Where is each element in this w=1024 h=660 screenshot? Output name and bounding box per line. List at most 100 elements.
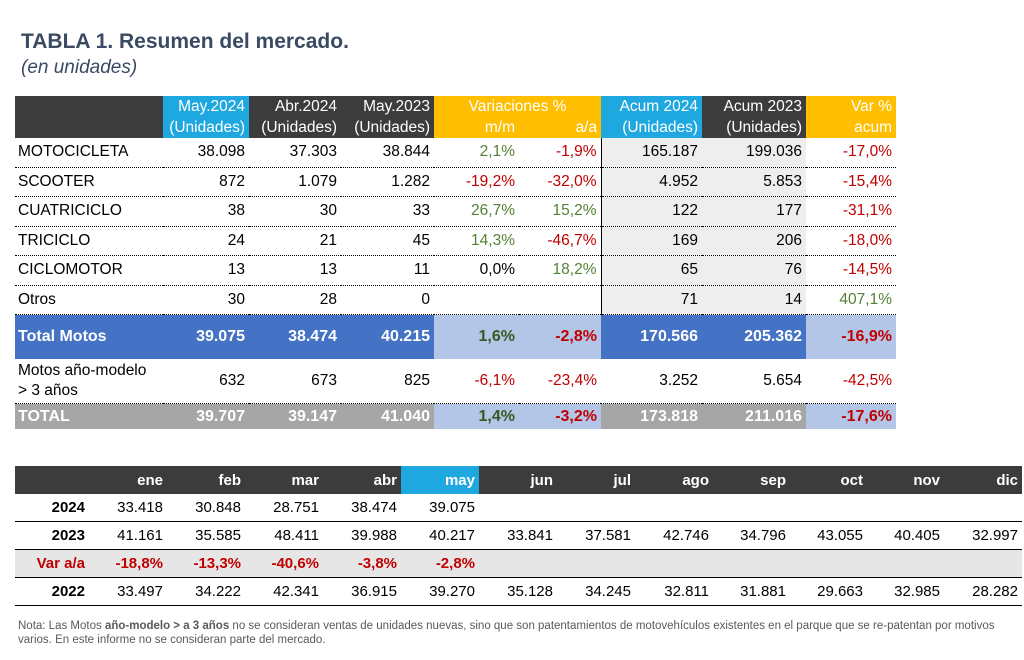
cell-variation: -42,5% xyxy=(806,359,896,404)
cell-variation: -15,4% xyxy=(806,167,896,197)
cell-value: 4.952 xyxy=(600,167,702,197)
month-header: ago xyxy=(635,466,713,494)
cell-value: 122 xyxy=(600,196,702,227)
table-row: SCOOTER 872 1.079 1.282 -19,2% -32,0% 4.… xyxy=(15,167,896,197)
cell-value: 170.566 xyxy=(601,314,702,359)
cell-value: 42.341 xyxy=(245,577,323,606)
cell-value: 37.303 xyxy=(249,138,341,168)
cell-variation: 26,7% xyxy=(434,196,519,227)
table-row: CUATRICICLO 38 30 33 26,7% 15,2% 122 177… xyxy=(15,196,896,227)
cell-value xyxy=(557,494,635,522)
cell-value: 40.215 xyxy=(341,314,434,359)
cell-value: 169 xyxy=(600,226,702,256)
table-row: Otros 30 28 0 71 14 407,1% xyxy=(15,285,896,315)
row-label: 2022 xyxy=(15,577,89,606)
cell-value: 43.055 xyxy=(790,521,867,550)
month-header-current: may xyxy=(401,466,479,494)
cell-value xyxy=(479,494,557,522)
cell-value: 41.040 xyxy=(341,403,434,429)
month-header: ene xyxy=(89,466,167,494)
cell-value: 65 xyxy=(600,255,702,286)
row-label: 2023 xyxy=(15,521,89,550)
cell-value: 13 xyxy=(163,255,249,286)
cell-variation: 407,1% xyxy=(806,285,896,315)
cell-variation xyxy=(635,549,713,578)
cell-value: 32.985 xyxy=(867,577,944,606)
year-row-2023: 2023 41.161 35.585 48.411 39.988 40.217 … xyxy=(15,521,1022,550)
header-empty xyxy=(15,466,89,494)
cell-value: 36.915 xyxy=(323,577,401,606)
cell-value: 33.841 xyxy=(479,521,557,550)
row-label: TOTAL xyxy=(15,403,163,429)
cell-value: 34.245 xyxy=(557,577,635,606)
cell-value: 21 xyxy=(249,226,341,256)
cell-variation xyxy=(557,549,635,578)
cell-value: 40.405 xyxy=(867,521,944,550)
cell-variation: -16,9% xyxy=(806,314,896,359)
cell-value: 24 xyxy=(163,226,249,256)
cell-variation: -18,0% xyxy=(806,226,896,256)
cell-variation: -13,3% xyxy=(167,549,245,578)
cell-value: 39.707 xyxy=(163,403,249,429)
month-header: sep xyxy=(713,466,790,494)
month-header: jun xyxy=(479,466,557,494)
cell-value: 38 xyxy=(163,196,249,227)
cell-value: 37.581 xyxy=(557,521,635,550)
header-acum: acum xyxy=(806,117,896,138)
cell-value: 3.252 xyxy=(601,359,702,404)
cell-value: 35.585 xyxy=(167,521,245,550)
header-unidades: (Unidades) xyxy=(601,117,702,138)
cell-variation xyxy=(944,549,1022,578)
cell-value xyxy=(713,494,790,522)
header-label-cell xyxy=(15,117,163,138)
cell-variation: -23,4% xyxy=(519,359,601,404)
cell-value: 33.497 xyxy=(89,577,167,606)
cell-value xyxy=(790,494,867,522)
header-may2023: May.2023 xyxy=(341,96,434,117)
header-abr2024: Abr.2024 xyxy=(249,96,341,117)
header-label-cell xyxy=(15,96,163,117)
header-unidades: (Unidades) xyxy=(341,117,434,138)
cell-variation xyxy=(479,549,557,578)
cell-value: 28.282 xyxy=(944,577,1022,606)
cell-value: 30.848 xyxy=(167,494,245,522)
header-variaciones: Variaciones % xyxy=(434,96,601,117)
cell-value: 71 xyxy=(600,285,702,315)
cell-value: 39.270 xyxy=(401,577,479,606)
cell-variation xyxy=(713,549,790,578)
cell-value: 165.187 xyxy=(600,138,702,168)
cell-variation: -32,0% xyxy=(519,167,601,197)
row-label: CUATRICICLO xyxy=(15,196,163,227)
cell-variation xyxy=(867,549,944,578)
row-label: Otros xyxy=(15,285,163,315)
cell-value: 30 xyxy=(249,196,341,227)
cell-value: 48.411 xyxy=(245,521,323,550)
header-var-acum: Var % xyxy=(806,96,896,117)
cell-variation: 1,4% xyxy=(434,403,519,429)
cell-value: 28.751 xyxy=(245,494,323,522)
cell-variation: 15,2% xyxy=(519,196,601,227)
cell-variation: -3,2% xyxy=(519,403,601,429)
cell-variation: -40,6% xyxy=(245,549,323,578)
cell-variation: -14,5% xyxy=(806,255,896,286)
cell-value: 211.016 xyxy=(702,403,806,429)
monthly-header-row: ene feb mar abr may jun jul ago sep oct … xyxy=(15,466,1022,494)
cell-variation: 2,1% xyxy=(434,138,519,168)
header-acum2023: Acum 2023 xyxy=(702,96,806,117)
month-header: abr xyxy=(323,466,401,494)
cell-value: 38.098 xyxy=(163,138,249,168)
cell-value: 205.362 xyxy=(702,314,806,359)
cell-value: 14 xyxy=(702,285,806,315)
cell-variation: 0,0% xyxy=(434,255,519,286)
header-unidades: (Unidades) xyxy=(702,117,806,138)
month-header: mar xyxy=(245,466,323,494)
cell-value: 45 xyxy=(341,226,434,256)
cell-variation: -6,1% xyxy=(434,359,519,404)
cell-value: 825 xyxy=(341,359,434,404)
cell-value: 39.147 xyxy=(249,403,341,429)
header-mm: m/m xyxy=(434,117,519,138)
cell-value: 13 xyxy=(249,255,341,286)
month-header: oct xyxy=(790,466,867,494)
cell-variation: -3,8% xyxy=(323,549,401,578)
footnote: Nota: Las Motos año-modelo > a 3 años no… xyxy=(18,619,1008,647)
